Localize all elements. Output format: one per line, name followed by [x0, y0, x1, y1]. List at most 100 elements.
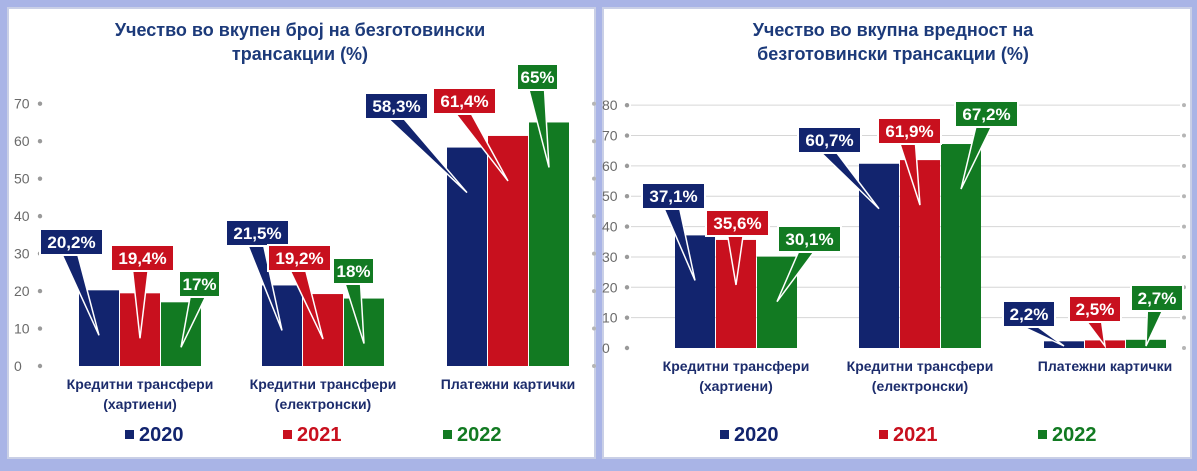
legend2-swatch-2020	[720, 430, 729, 439]
legend1-label-2021: 2021	[297, 424, 342, 446]
chart1-ytick: 60	[14, 133, 30, 149]
chart2-ytick-dot-right	[1182, 224, 1186, 229]
chart2-ytick-dot	[624, 194, 630, 199]
chart1-ytick: 0	[14, 358, 22, 374]
legend2-label-2021: 2021	[893, 424, 938, 446]
chart1-callout-box-2022-1	[332, 257, 375, 285]
chart2-category-label: (електронски)	[872, 378, 968, 394]
chart1-category-label: (електронски)	[275, 396, 371, 412]
chart1-ytick-dot-right	[592, 214, 596, 219]
chart1-callout-box-2021-2	[432, 87, 497, 115]
chart2-ytick-dot-right	[1182, 346, 1186, 350]
chart2-ytick-dot	[624, 285, 630, 290]
chart1-ytick-dot	[37, 288, 43, 294]
legend2-swatch-2021	[879, 430, 888, 439]
chart1-data-label-2021-1: 19,2%	[275, 249, 323, 268]
chart2-ytick-dot-right	[1182, 194, 1186, 199]
chart1-data-label-2020-1: 21,5%	[233, 224, 281, 243]
chart2-data-label-2021-2: 2,5%	[1076, 300, 1115, 319]
chart1-legend: 2020 2021 2022	[125, 424, 502, 446]
chart2-callout-box-2022-1	[954, 100, 1019, 128]
chart1-category-label: Кредитни трансфери	[250, 376, 397, 392]
chart1-ytick-dot-right	[592, 139, 596, 144]
chart1-ytick-dot-right	[592, 326, 596, 331]
chart2-ytick: 70	[602, 128, 618, 144]
chart2-ytick: 30	[602, 249, 618, 265]
chart1-ytick: 70	[14, 96, 30, 112]
chart2-ytick: 40	[602, 219, 618, 235]
legend1-label-2020: 2020	[139, 424, 184, 446]
chart2-bar-2022-1	[941, 144, 981, 348]
chart1-data-label-2021-0: 19,4%	[118, 249, 166, 268]
chart1-callout-box-2020-0	[39, 228, 104, 256]
chart2-data-label-2022-2: 2,7%	[1138, 289, 1177, 308]
chart2-category-label: (хартиени)	[699, 378, 773, 394]
chart2-ytick-dot	[624, 345, 630, 351]
chart2-ytick-dot-right	[1182, 133, 1186, 138]
chart2-ytick: 20	[602, 279, 618, 295]
chart2-bar-2020-0	[675, 235, 715, 348]
chart1-ytick-dot-right	[592, 176, 596, 181]
chart1-data-label-2022-0: 17%	[182, 275, 216, 294]
chart1-ytick: 10	[14, 321, 30, 337]
chart2-title-line2: безготовински трансакции (%)	[757, 44, 1029, 64]
chart2-ytick: 60	[602, 158, 618, 174]
chart1-ytick-dot-right	[592, 101, 596, 106]
chart2-bar-2020-2	[1044, 341, 1084, 348]
chart2-data-label-2020-2: 2,2%	[1010, 305, 1049, 324]
chart1-callout-box-2022-2	[516, 63, 559, 91]
chart1-plot: 0 10 20 30 40 50 60 70 20,2% 19,4% 17% 21,5% 19,2% 18…	[14, 63, 596, 412]
chart2-ytick-dot	[624, 163, 630, 169]
chart1-title-line1: Учество во вкупен број на безготовински	[115, 20, 485, 40]
chart2-data-label-2020-1: 60,7%	[805, 131, 853, 150]
chart1-ytick-dot	[37, 363, 43, 369]
chart1-bar-2020-2	[447, 147, 487, 366]
chart2-callout-box-2022-0	[777, 225, 842, 253]
chart2-category-label: Кредитни трансфери	[663, 358, 810, 374]
chart1-category-label: Платежни картички	[441, 376, 575, 392]
chart2-category-label: Кредитни трансфери	[847, 358, 994, 374]
chart1-ytick-dot	[37, 139, 43, 144]
chart2-data-label-2020-0: 37,1%	[649, 187, 697, 206]
chart1-category-label: (хартиени)	[103, 396, 177, 412]
chart1-ytick: 20	[14, 283, 30, 299]
chart1-data-label-2020-2: 58,3%	[372, 97, 420, 116]
chart1-category-label: Кредитни трансфери	[67, 376, 214, 392]
chart1-ytick: 40	[14, 208, 30, 224]
chart2-data-label-2022-1: 67,2%	[962, 105, 1010, 124]
legend1-swatch-2020	[125, 430, 134, 439]
legend2-label-2022: 2022	[1052, 424, 1097, 446]
chart1-callout-box-2022-0	[178, 270, 221, 298]
chart2-data-label-2022-0: 30,1%	[785, 230, 833, 249]
chart2-ytick-dot-right	[1182, 103, 1186, 108]
chart2-ytick-dot	[624, 315, 630, 320]
chart2-callout-box-2020-0	[641, 182, 706, 210]
chart1-ytick-dot	[37, 176, 43, 181]
legend2-label-2020: 2020	[734, 424, 779, 446]
chart2-plot: 0 10 20 30 40 50 60 70 80 37,1% 35,6% 30,1% 60,7% 61,…	[602, 97, 1186, 394]
chart2-callout-box-2021-1	[877, 117, 942, 145]
chart2-category-label: Платежни картички	[1038, 358, 1172, 374]
chart1-callout-box-2020-1	[225, 219, 290, 247]
chart1-data-label-2020-0: 20,2%	[47, 233, 95, 252]
chart1-callout-box-2021-0	[110, 244, 175, 272]
chart1-ytick-dot-right	[592, 251, 596, 256]
chart1-callout-box-2020-2	[364, 92, 429, 120]
legend1-swatch-2021	[283, 430, 292, 439]
chart2-ytick-dot	[624, 224, 630, 229]
chart2-ytick-dot-right	[1182, 163, 1186, 168]
chart2-ytick: 0	[602, 340, 610, 356]
legend1-label-2022: 2022	[457, 424, 502, 446]
chart2-ytick: 50	[602, 188, 618, 204]
chart1-ytick-dot	[37, 101, 43, 106]
chart1-ytick-dot-right	[592, 364, 596, 368]
chart2-callout-box-2021-2	[1068, 295, 1122, 323]
chart1-ytick: 50	[14, 171, 30, 187]
chart2-callout-box-2020-1	[797, 126, 862, 154]
chart1-data-label-2022-1: 18%	[336, 262, 370, 281]
chart2-bar-2021-1	[900, 160, 940, 348]
legend2-swatch-2022	[1038, 430, 1047, 439]
chart1-data-label-2021-2: 61,4%	[440, 92, 488, 111]
